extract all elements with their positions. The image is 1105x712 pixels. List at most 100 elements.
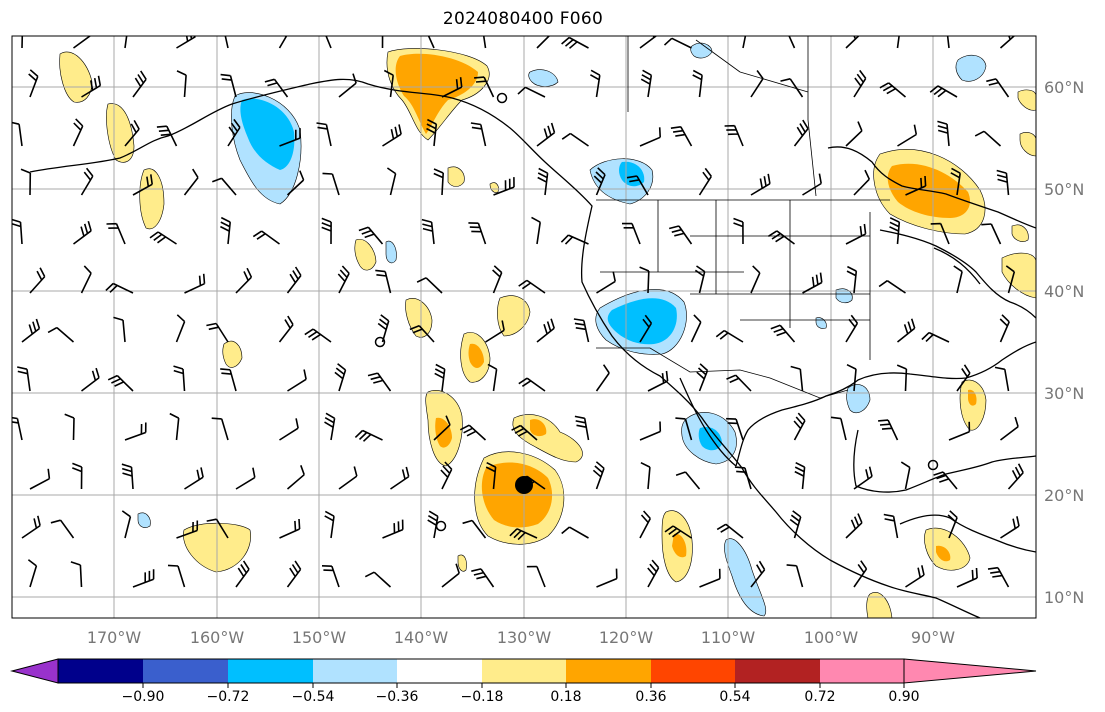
- wind-barb: [132, 174, 153, 196]
- wind-barb: [169, 412, 180, 441]
- wind-barb: [518, 279, 546, 294]
- wind-barb: [427, 510, 439, 539]
- wind-barb: [286, 465, 305, 490]
- wind-barb: [176, 520, 199, 539]
- colorbar-tick-label: 0.72: [804, 689, 835, 705]
- gridlines: [12, 36, 1036, 618]
- wind-barb: [252, 230, 280, 245]
- colorbar-tick-label: −0.54: [292, 689, 335, 705]
- wind-barb: [696, 363, 709, 392]
- wind-barb: [853, 169, 871, 196]
- wind-barb: [879, 82, 907, 98]
- wind-barb: [459, 424, 487, 441]
- wind-barb: [81, 75, 102, 98]
- wind-barb: [383, 69, 394, 98]
- anomaly-region: [1001, 252, 1036, 299]
- wind-barb: [726, 417, 744, 441]
- wind-barb: [279, 518, 301, 539]
- wind-barb: [220, 216, 231, 245]
- wind-barb: [845, 513, 863, 539]
- wind-barb: [536, 122, 556, 147]
- colorbar-tick-label: 0.54: [719, 689, 750, 705]
- wind-barb: [440, 461, 453, 490]
- anomaly-region: [457, 554, 467, 572]
- wind-barb: [981, 223, 1002, 245]
- wind-barb: [793, 119, 809, 147]
- wind-barb: [897, 124, 918, 147]
- colorbar-segment: [735, 659, 820, 683]
- wind-barb: [517, 86, 546, 98]
- wind-barb: [386, 167, 397, 196]
- wind-barb: [897, 318, 916, 343]
- wind-barb: [987, 566, 1010, 588]
- wind-barb: [647, 370, 669, 392]
- wind-barb: [789, 510, 802, 539]
- wind-barb: [81, 367, 100, 392]
- colorbar-segment: [58, 659, 143, 683]
- anomaly-region: [846, 384, 871, 413]
- wind-barb: [367, 372, 392, 392]
- wind-barb: [793, 412, 806, 441]
- lon-axis: 170°W 160°W 150°W 140°W 130°W 120°W 110°…: [87, 628, 955, 647]
- coastlines: [29, 78, 1036, 618]
- anomaly-region: [607, 298, 677, 345]
- wind-barb: [279, 418, 299, 441]
- wind-barb: [337, 265, 350, 294]
- lat-tick-label: 10°N: [1044, 588, 1084, 607]
- wind-barb: [692, 69, 703, 98]
- anomaly-region: [672, 533, 687, 558]
- lon-tick-label: 150°W: [292, 628, 347, 647]
- colorbar-segment: [313, 659, 397, 683]
- wind-barb: [509, 528, 538, 541]
- wind-barb: [956, 567, 978, 588]
- wind-barb: [390, 466, 410, 490]
- wind-barb: [124, 36, 128, 49]
- wind-barb: [220, 368, 237, 392]
- wind-barb: [999, 314, 1010, 343]
- wind-barb: [381, 36, 384, 49]
- wind-barb: [733, 217, 744, 245]
- wind-barb: [715, 329, 744, 343]
- wind-barb: [206, 518, 229, 539]
- anomaly-region: [968, 389, 977, 406]
- wind-barb: [338, 466, 358, 490]
- wind-barb: [846, 363, 857, 392]
- wind-barb: [468, 222, 487, 245]
- colorbar: −0.90 −0.72 −0.54 −0.36 −0.18 0.18 0.36 …: [10, 658, 1037, 705]
- wind-barb: [930, 222, 950, 245]
- wind-barb: [73, 220, 92, 245]
- station-marker: [927, 459, 939, 471]
- map-frame: [11, 35, 1037, 619]
- wind-barb: [937, 120, 950, 147]
- wind-barb: [173, 365, 186, 392]
- wind-barb: [50, 519, 75, 539]
- wind-barb: [73, 36, 92, 49]
- wind-barb: [72, 462, 83, 490]
- lat-tick-label: 50°N: [1044, 180, 1084, 199]
- wind-barb: [29, 468, 51, 490]
- wind-barbs: [12, 36, 1024, 588]
- wind-barb: [72, 118, 84, 147]
- anomaly-region: [59, 51, 93, 103]
- wind-barb: [574, 415, 590, 441]
- wind-barb: [639, 314, 653, 343]
- wind-barb: [767, 230, 795, 245]
- wind-barb: [640, 461, 651, 490]
- wind-barb: [595, 364, 610, 392]
- wind-barb: [921, 331, 950, 343]
- wind-barb: [113, 316, 126, 343]
- station-marker: [374, 336, 386, 348]
- wind-barb: [27, 559, 38, 588]
- wind-barb: [802, 173, 822, 196]
- wind-barb: [338, 73, 357, 98]
- wind-barb: [664, 525, 692, 539]
- wind-barb: [596, 271, 616, 294]
- lat-tick-label: 30°N: [1044, 384, 1084, 403]
- wind-barb: [900, 461, 911, 490]
- wind-barb: [590, 69, 601, 98]
- wind-barb: [156, 125, 178, 147]
- wind-barb: [279, 128, 301, 147]
- wind-barb: [845, 223, 867, 245]
- station-marker: [496, 92, 508, 104]
- wind-barb: [511, 424, 538, 441]
